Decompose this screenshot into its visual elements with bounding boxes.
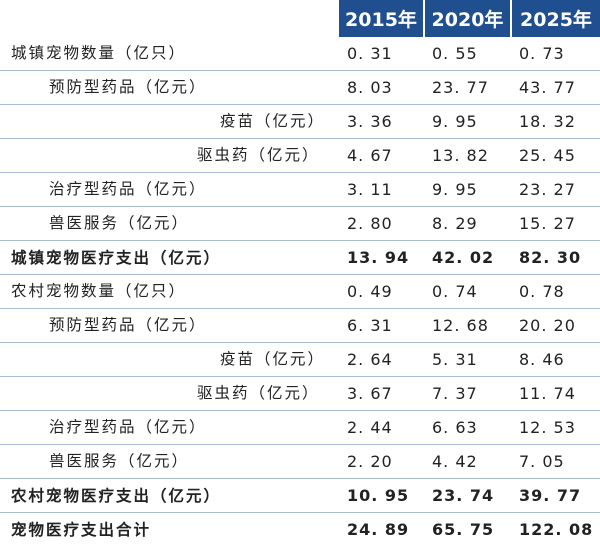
table-row-total: 宠物医疗支出合计 24. 89 65. 75 122. 08 [0, 513, 600, 547]
value-2015: 3. 67 [347, 384, 393, 403]
row-label: 驱虫药（亿元） [197, 384, 320, 402]
value-2015: 3. 11 [347, 180, 393, 199]
value-2025: 12. 53 [519, 418, 576, 437]
value-2020: 0. 55 [432, 44, 478, 63]
table-row: 驱虫药（亿元） 3. 67 7. 37 11. 74 [0, 377, 600, 411]
table-row: 治疗型药品（亿元） 2. 44 6. 63 12. 53 [0, 411, 600, 445]
value-2020: 12. 68 [432, 316, 489, 335]
value-2020: 13. 82 [432, 146, 489, 165]
value-2020: 0. 74 [432, 282, 478, 301]
table-row: 预防型药品（亿元） 6. 31 12. 68 20. 20 [0, 309, 600, 343]
value-2020: 23. 74 [432, 486, 495, 505]
value-2025: 23. 27 [519, 180, 576, 199]
row-label: 疫苗（亿元） [220, 350, 326, 368]
row-label: 城镇宠物医疗支出（亿元） [11, 248, 222, 267]
table-row: 兽医服务（亿元） 2. 20 4. 42 7. 05 [0, 445, 600, 479]
value-2015: 6. 31 [347, 316, 393, 335]
value-2025: 25. 45 [519, 146, 576, 165]
row-label: 农村宠物数量（亿只） [11, 282, 187, 300]
value-2025: 0. 78 [519, 282, 565, 301]
value-2015: 2. 80 [347, 214, 393, 233]
value-2015: 0. 49 [347, 282, 393, 301]
table-row: 农村宠物数量（亿只） 0. 49 0. 74 0. 78 [0, 275, 600, 309]
value-2020: 9. 95 [432, 180, 478, 199]
value-2020: 5. 31 [432, 350, 478, 369]
value-2015: 24. 89 [347, 520, 410, 539]
value-2020: 6. 63 [432, 418, 478, 437]
value-2015: 13. 94 [347, 248, 410, 267]
value-2020: 42. 02 [432, 248, 495, 267]
value-2015: 3. 36 [347, 112, 393, 131]
header-year-2020: 2020年 [425, 0, 510, 37]
row-label: 城镇宠物数量（亿只） [11, 44, 187, 62]
table-row-subtotal: 农村宠物医疗支出（亿元） 10. 95 23. 74 39. 77 [0, 479, 600, 513]
table-row: 疫苗（亿元） 3. 36 9. 95 18. 32 [0, 105, 600, 139]
value-2020: 65. 75 [432, 520, 495, 539]
header-year-2025: 2025年 [512, 0, 600, 37]
table-row: 城镇宠物数量（亿只） 0. 31 0. 55 0. 73 [0, 37, 600, 71]
row-label: 兽医服务（亿元） [49, 214, 190, 232]
value-2015: 10. 95 [347, 486, 410, 505]
value-2015: 2. 20 [347, 452, 393, 471]
value-2025: 0. 73 [519, 44, 565, 63]
value-2015: 2. 44 [347, 418, 393, 437]
row-label: 治疗型药品（亿元） [49, 180, 207, 198]
row-label: 预防型药品（亿元） [49, 78, 207, 96]
value-2015: 2. 64 [347, 350, 393, 369]
value-2015: 0. 31 [347, 44, 393, 63]
row-label: 预防型药品（亿元） [49, 316, 207, 334]
row-label: 农村宠物医疗支出（亿元） [11, 486, 222, 505]
value-2025: 8. 46 [519, 350, 565, 369]
table-row: 驱虫药（亿元） 4. 67 13. 82 25. 45 [0, 139, 600, 173]
value-2015: 8. 03 [347, 78, 393, 97]
row-label: 宠物医疗支出合计 [11, 520, 152, 539]
row-label: 兽医服务（亿元） [49, 452, 190, 470]
value-2025: 43. 77 [519, 78, 576, 97]
row-label: 驱虫药（亿元） [197, 146, 320, 164]
value-2025: 122. 08 [519, 520, 594, 539]
row-label: 疫苗（亿元） [220, 112, 326, 130]
table-row: 疫苗（亿元） 2. 64 5. 31 8. 46 [0, 343, 600, 377]
value-2025: 39. 77 [519, 486, 582, 505]
value-2020: 4. 42 [432, 452, 478, 471]
row-label: 治疗型药品（亿元） [49, 418, 207, 436]
value-2025: 11. 74 [519, 384, 576, 403]
table-header: 2015年 2020年 2025年 [0, 0, 600, 37]
value-2020: 23. 77 [432, 78, 489, 97]
value-2025: 82. 30 [519, 248, 582, 267]
header-year-2015: 2015年 [339, 0, 423, 37]
value-2020: 9. 95 [432, 112, 478, 131]
value-2015: 4. 67 [347, 146, 393, 165]
value-2025: 20. 20 [519, 316, 576, 335]
table-row: 兽医服务（亿元） 2. 80 8. 29 15. 27 [0, 207, 600, 241]
value-2025: 15. 27 [519, 214, 576, 233]
table-row-subtotal: 城镇宠物医疗支出（亿元） 13. 94 42. 02 82. 30 [0, 241, 600, 275]
table-row: 预防型药品（亿元） 8. 03 23. 77 43. 77 [0, 71, 600, 105]
value-2020: 7. 37 [432, 384, 478, 403]
value-2025: 18. 32 [519, 112, 576, 131]
value-2020: 8. 29 [432, 214, 478, 233]
table-row: 治疗型药品（亿元） 3. 11 9. 95 23. 27 [0, 173, 600, 207]
value-2025: 7. 05 [519, 452, 565, 471]
